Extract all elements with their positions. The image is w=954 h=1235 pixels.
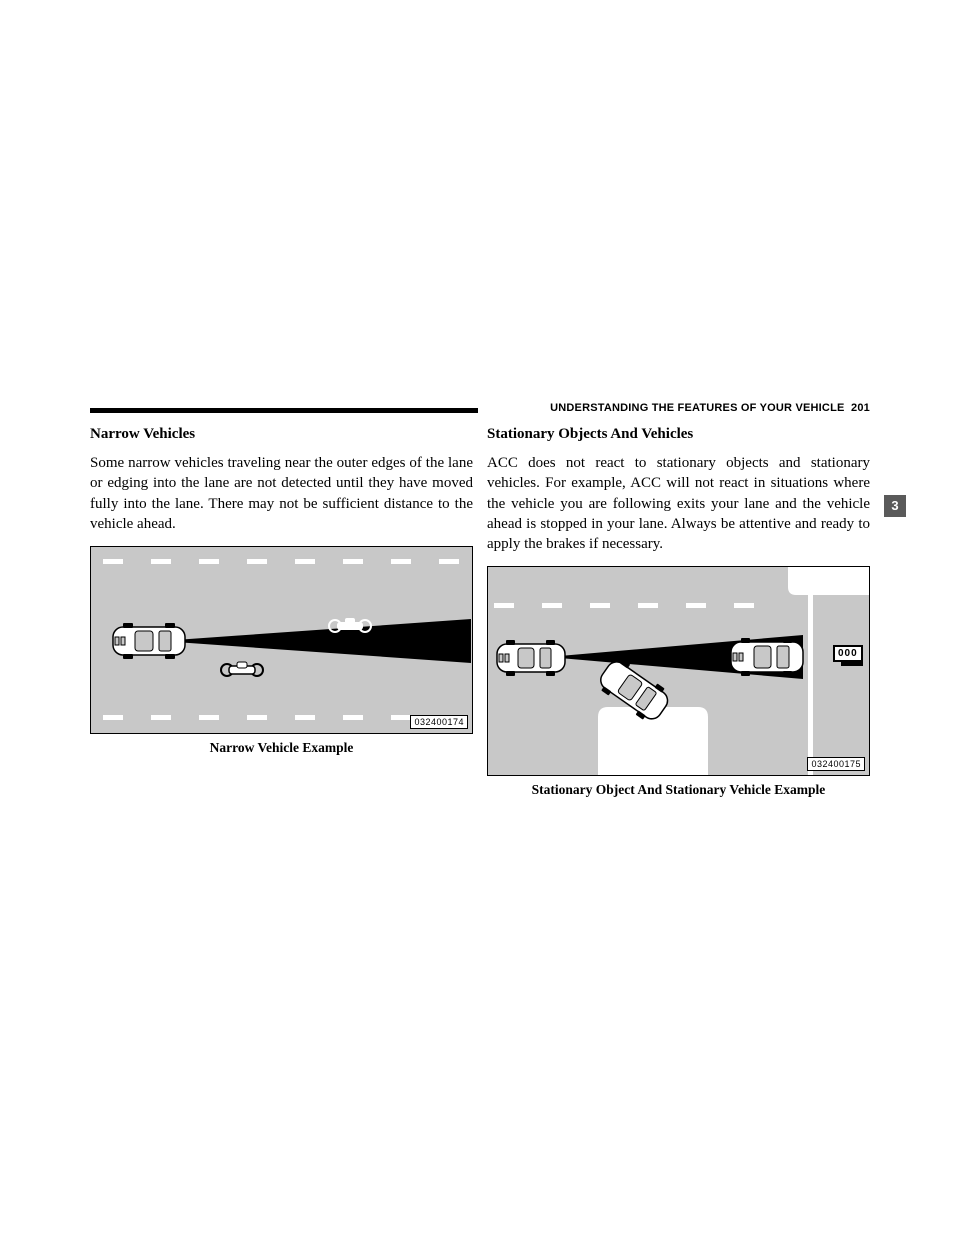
narrow-vehicles-heading: Narrow Vehicles <box>90 426 473 443</box>
stopped-car-icon <box>728 635 806 679</box>
stationary-vehicle-caption: Stationary Object And Stationary Vehicle… <box>487 782 870 798</box>
page-content: UNDERSTANDING THE FEATURES OF YOUR VEHIC… <box>90 400 870 798</box>
page-header: UNDERSTANDING THE FEATURES OF YOUR VEHIC… <box>90 400 870 420</box>
header-title: UNDERSTANDING THE FEATURES OF YOUR VEHIC… <box>550 402 870 414</box>
stationary-vehicle-figure: 000 032400175 <box>487 566 870 776</box>
stationary-body: ACC does not react to stationary objects… <box>487 453 870 554</box>
narrow-vehicle-figure: 032400174 <box>90 546 473 734</box>
own-car-icon <box>494 637 568 679</box>
section-tab: 3 <box>884 495 906 517</box>
own-car-icon <box>109 619 189 663</box>
section-title: UNDERSTANDING THE FEATURES OF YOUR VEHIC… <box>550 402 844 414</box>
page-number: 201 <box>851 402 870 414</box>
traffic-light-icon: 000 <box>833 645 863 666</box>
left-column: Narrow Vehicles Some narrow vehicles tra… <box>90 426 473 798</box>
motorcycle-offset-icon <box>219 659 265 681</box>
right-column: Stationary Objects And Vehicles ACC does… <box>487 426 870 798</box>
header-rule <box>90 408 478 413</box>
traffic-light-label: 000 <box>833 645 863 662</box>
exiting-car-icon <box>588 647 678 737</box>
stationary-heading: Stationary Objects And Vehicles <box>487 426 870 443</box>
image-code: 032400175 <box>807 757 865 771</box>
image-code: 032400174 <box>410 715 468 729</box>
motorcycle-ahead-icon <box>327 615 373 637</box>
narrow-vehicles-body: Some narrow vehicles traveling near the … <box>90 453 473 534</box>
narrow-vehicle-caption: Narrow Vehicle Example <box>90 740 473 756</box>
two-column-layout: Narrow Vehicles Some narrow vehicles tra… <box>90 426 870 798</box>
